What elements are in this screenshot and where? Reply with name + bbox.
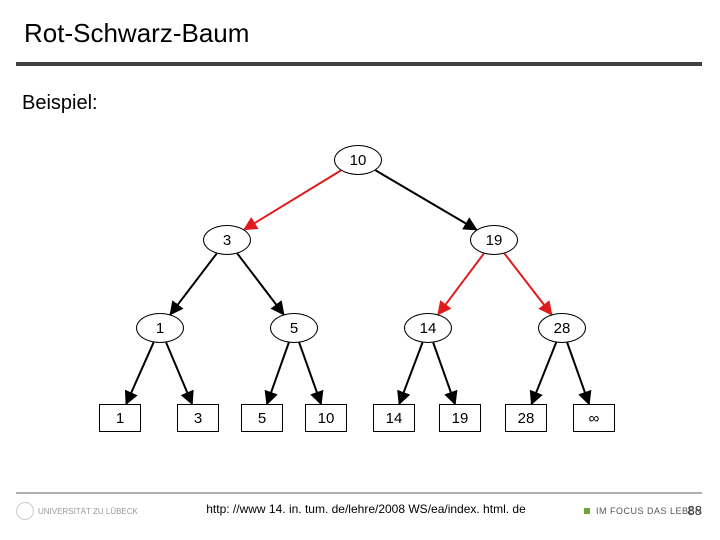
tree-diagram: 1031915142813510141928∞ bbox=[0, 130, 720, 470]
tree-leaf-5: 5 bbox=[241, 404, 283, 432]
tree-edge bbox=[438, 254, 484, 315]
footer-right-text: IM FOCUS DAS LEBEN bbox=[596, 506, 702, 516]
tree-leaf-14: 14 bbox=[373, 404, 415, 432]
footer-left: UNIVERSITÄT ZU LÜBECK bbox=[16, 502, 138, 520]
tree-node-28: 28 bbox=[538, 313, 586, 343]
tree-edge bbox=[375, 170, 476, 229]
footer-divider bbox=[16, 492, 702, 494]
tree-edge bbox=[166, 343, 192, 404]
tree-leaf-19: 19 bbox=[439, 404, 481, 432]
tree-leaf-3: 3 bbox=[177, 404, 219, 432]
footer-left-text: UNIVERSITÄT ZU LÜBECK bbox=[38, 507, 138, 516]
tree-leaf-28: 28 bbox=[505, 404, 547, 432]
tree-node-10: 10 bbox=[334, 145, 382, 175]
tree-edge bbox=[433, 343, 455, 404]
tree-leaf-1: 1 bbox=[99, 404, 141, 432]
university-seal-icon bbox=[16, 502, 34, 520]
brand-dot-icon bbox=[584, 508, 590, 514]
tree-node-1: 1 bbox=[136, 313, 184, 343]
slide: Rot-Schwarz-Baum Beispiel: 10 3 19 1 5 14 28 1 3… bbox=[0, 0, 720, 540]
tree-edge bbox=[237, 254, 283, 315]
tree-edge bbox=[532, 343, 557, 404]
tree-edge bbox=[267, 343, 289, 404]
tree-edge bbox=[244, 170, 341, 229]
tree-edge bbox=[126, 342, 153, 404]
footer-row: UNIVERSITÄT ZU LÜBECK IM FOCUS DAS LEBEN bbox=[16, 498, 702, 524]
tree-node-14: 14 bbox=[404, 313, 452, 343]
tree-edge bbox=[504, 254, 551, 315]
tree-node-19: 19 bbox=[470, 225, 518, 255]
tree-node-3: 3 bbox=[203, 225, 251, 255]
tree-leaf-∞: ∞ bbox=[573, 404, 615, 432]
footer: UNIVERSITÄT ZU LÜBECK IM FOCUS DAS LEBEN bbox=[16, 492, 702, 524]
tree-edge bbox=[399, 343, 422, 404]
tree-leaf-10: 10 bbox=[305, 404, 347, 432]
tree-node-5: 5 bbox=[270, 313, 318, 343]
footer-right: IM FOCUS DAS LEBEN bbox=[584, 506, 702, 516]
tree-edge bbox=[299, 343, 321, 404]
slide-subtitle: Beispiel: bbox=[22, 92, 98, 115]
title-divider bbox=[16, 62, 702, 66]
tree-edge bbox=[567, 343, 589, 404]
slide-title: Rot-Schwarz-Baum bbox=[24, 18, 249, 49]
tree-edge bbox=[170, 254, 216, 315]
